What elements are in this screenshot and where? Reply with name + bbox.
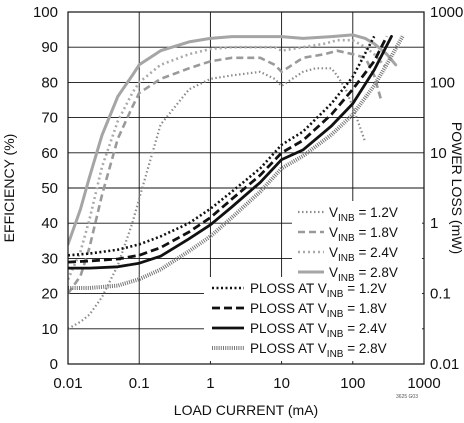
x-tick-label: 10 [273, 375, 290, 392]
series-line-ploss-7 [68, 35, 393, 270]
y-tick-label: 0 [50, 356, 58, 373]
x-axis-label: LOAD CURRENT (mA) [174, 402, 318, 418]
legend-label: VINB = 1.8V [329, 225, 398, 244]
legend-box-ploss [204, 277, 422, 361]
y-axis-label: EFFICIENCY (%) [1, 134, 17, 243]
series-line-efficiency-2 [68, 49, 383, 295]
y-tick-label: 90 [41, 39, 58, 56]
y-tick-label: 40 [41, 215, 58, 232]
footer-code: 3625 G03 [396, 394, 418, 400]
x-tick-label: 1000 [407, 375, 440, 392]
series-line-ploss-6 [68, 35, 389, 264]
series-line-efficiency-1 [68, 67, 367, 330]
y-tick-label: 100 [33, 4, 58, 21]
y-tick-label: 50 [41, 180, 58, 197]
x-tick-label: 100 [340, 375, 365, 392]
y-tick-label: 20 [41, 286, 58, 303]
plot-frame [67, 11, 425, 365]
legend-label: PLOSS AT VINB = 2.8V [250, 341, 387, 360]
y2-axis-label: POWER LOSS (mW) [449, 122, 464, 254]
y-tick-label: 10 [41, 321, 58, 338]
legend-label: PLOSS AT VINB = 2.4V [250, 321, 387, 340]
legend-box-efficiency [292, 201, 422, 281]
y-tick-label: 80 [41, 74, 58, 91]
legend-label: PLOSS AT VINB = 1.8V [250, 301, 387, 320]
y-tick-label: 70 [41, 110, 58, 127]
x-tick-label: 0.1 [129, 375, 150, 392]
y2-tick-label: 1 [430, 215, 438, 232]
x-tick-label: 1 [206, 375, 214, 392]
legend-label: VINB = 1.2V [329, 205, 398, 224]
legend-label: PLOSS AT VINB = 1.2V [250, 281, 387, 300]
x-tick-label: 0.01 [53, 375, 82, 392]
series-layer [68, 33, 405, 330]
series-line-ploss-8 [68, 35, 405, 290]
y-tick-label: 30 [41, 250, 58, 267]
y2-tick-label: 0.1 [430, 286, 451, 303]
y-tick-label: 60 [41, 145, 58, 162]
y2-tick-label: 1000 [430, 4, 463, 21]
y2-tick-label: 0.01 [430, 356, 459, 373]
y2-tick-label: 10 [430, 145, 447, 162]
legend-label: VINB = 2.8V [329, 265, 398, 284]
tick-labels: 0 10 20 30 40 50 60 70 80 90 100 0.01 0.1 1 10 100 1000 0… [33, 4, 463, 392]
legend-label: VINB = 2.4V [329, 245, 398, 264]
y2-tick-label: 100 [430, 74, 455, 91]
series-line-efficiency-4 [68, 33, 398, 246]
